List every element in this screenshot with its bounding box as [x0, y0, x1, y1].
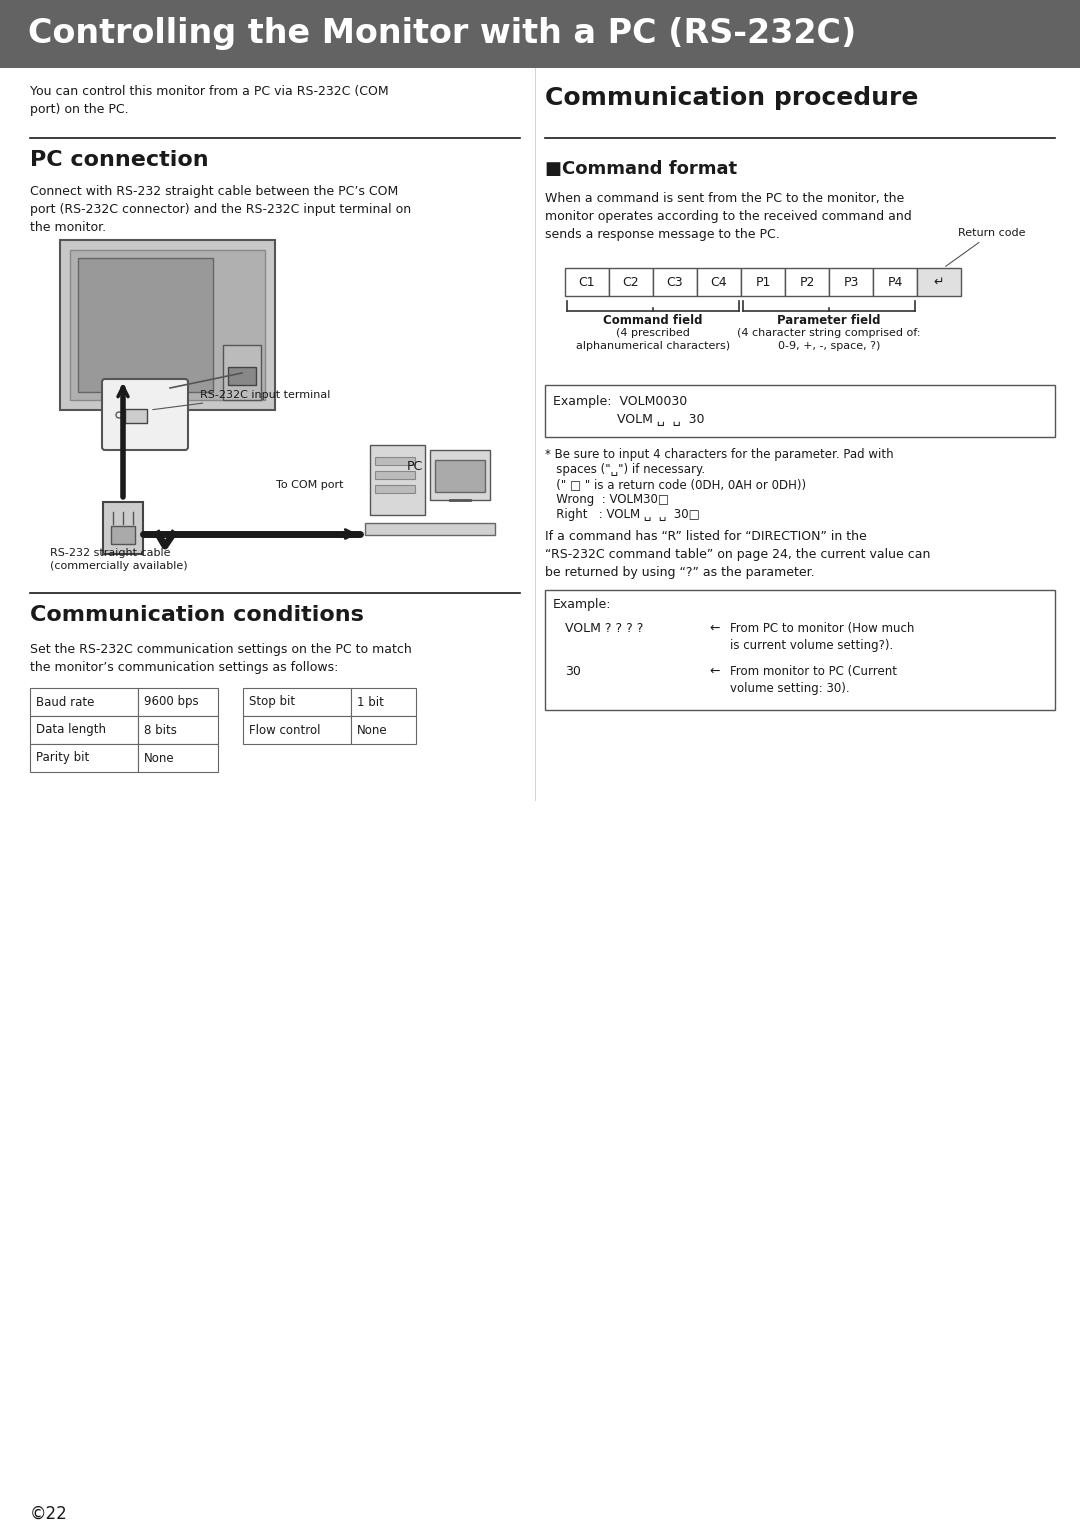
FancyBboxPatch shape [375, 486, 415, 493]
Text: C3: C3 [666, 275, 684, 289]
Text: P2: P2 [799, 275, 814, 289]
FancyBboxPatch shape [30, 716, 138, 744]
FancyBboxPatch shape [78, 258, 213, 392]
Text: Command field: Command field [604, 315, 703, 327]
Text: Return code: Return code [946, 228, 1026, 266]
FancyBboxPatch shape [697, 269, 741, 296]
Text: Connect with RS-232 straight cable between the PC’s COM
port (RS-232C connector): Connect with RS-232 straight cable betwe… [30, 185, 411, 234]
Text: PC: PC [407, 460, 423, 473]
FancyBboxPatch shape [243, 716, 351, 744]
Text: None: None [144, 751, 175, 765]
Text: When a command is sent from the PC to the monitor, the
monitor operates accordin: When a command is sent from the PC to th… [545, 192, 912, 241]
Text: From PC to monitor (How much
is current volume setting?).: From PC to monitor (How much is current … [730, 621, 915, 652]
FancyBboxPatch shape [609, 269, 653, 296]
FancyBboxPatch shape [785, 269, 829, 296]
Text: None: None [357, 724, 388, 736]
FancyBboxPatch shape [365, 524, 495, 534]
Text: (" □ " is a return code (0DH, 0AH or 0DH)): (" □ " is a return code (0DH, 0AH or 0DH… [545, 478, 806, 492]
Text: Wrong  : VOLM30□: Wrong : VOLM30□ [545, 493, 669, 505]
Text: P1: P1 [755, 275, 771, 289]
FancyBboxPatch shape [156, 411, 179, 420]
Text: C4: C4 [711, 275, 727, 289]
Text: ←: ← [710, 664, 720, 678]
Text: 8 bits: 8 bits [144, 724, 177, 736]
FancyBboxPatch shape [375, 457, 415, 466]
Text: ©22: ©22 [30, 1506, 68, 1522]
FancyBboxPatch shape [30, 689, 138, 716]
Text: Flow control: Flow control [249, 724, 321, 736]
Text: ←: ← [710, 621, 720, 635]
FancyBboxPatch shape [653, 269, 697, 296]
FancyBboxPatch shape [370, 444, 426, 515]
FancyBboxPatch shape [103, 502, 143, 554]
FancyBboxPatch shape [829, 269, 873, 296]
FancyBboxPatch shape [545, 589, 1055, 710]
FancyBboxPatch shape [228, 366, 256, 385]
FancyBboxPatch shape [138, 689, 218, 716]
FancyBboxPatch shape [435, 460, 485, 492]
FancyBboxPatch shape [917, 269, 961, 296]
FancyBboxPatch shape [375, 470, 415, 479]
Text: (4 character string comprised of:
0-9, +, -, space, ?): (4 character string comprised of: 0-9, +… [738, 328, 921, 351]
FancyBboxPatch shape [565, 269, 609, 296]
Text: To COM port: To COM port [276, 479, 343, 490]
Text: If a command has “R” listed for “DIRECTION” in the
“RS-232C command table” on pa: If a command has “R” listed for “DIRECTI… [545, 530, 930, 579]
Text: PC connection: PC connection [30, 150, 208, 169]
Text: RS-232C input terminal: RS-232C input terminal [152, 389, 330, 409]
Text: Communication procedure: Communication procedure [545, 86, 918, 110]
Text: RS-232 straight cable
(commercially available): RS-232 straight cable (commercially avai… [50, 548, 188, 571]
FancyBboxPatch shape [351, 716, 416, 744]
FancyBboxPatch shape [222, 345, 261, 400]
Text: Example:: Example: [553, 599, 611, 611]
FancyBboxPatch shape [102, 379, 188, 450]
FancyBboxPatch shape [545, 385, 1055, 437]
Text: * Be sure to input 4 characters for the parameter. Pad with: * Be sure to input 4 characters for the … [545, 447, 893, 461]
Text: Right   : VOLM ␣  ␣  30□: Right : VOLM ␣ ␣ 30□ [545, 508, 700, 521]
FancyBboxPatch shape [60, 240, 275, 411]
Text: 9600 bps: 9600 bps [144, 695, 199, 709]
Text: Stop bit: Stop bit [249, 695, 295, 709]
Text: VOLM ␣  ␣  30: VOLM ␣ ␣ 30 [553, 412, 704, 426]
Text: From monitor to PC (Current
volume setting: 30).: From monitor to PC (Current volume setti… [730, 664, 897, 695]
FancyBboxPatch shape [741, 269, 785, 296]
Text: Parameter field: Parameter field [778, 315, 881, 327]
Text: Data length: Data length [36, 724, 106, 736]
Text: ■Command format: ■Command format [545, 160, 738, 179]
Text: Set the RS-232C communication settings on the PC to match
the monitor’s communic: Set the RS-232C communication settings o… [30, 643, 411, 673]
FancyBboxPatch shape [70, 250, 265, 400]
Text: 1 bit: 1 bit [357, 695, 383, 709]
FancyBboxPatch shape [430, 450, 490, 499]
Text: Baud rate: Baud rate [36, 695, 94, 709]
Text: C1: C1 [579, 275, 595, 289]
FancyBboxPatch shape [351, 689, 416, 716]
FancyBboxPatch shape [138, 716, 218, 744]
Text: spaces ("␣") if necessary.: spaces ("␣") if necessary. [545, 463, 705, 476]
Text: Controlling the Monitor with a PC (RS-232C): Controlling the Monitor with a PC (RS-23… [28, 17, 856, 50]
Text: (4 prescribed
alphanumerical characters): (4 prescribed alphanumerical characters) [576, 328, 730, 351]
Text: 30: 30 [565, 664, 581, 678]
Text: VOLM ? ? ? ?: VOLM ? ? ? ? [565, 621, 644, 635]
Text: C2: C2 [623, 275, 639, 289]
FancyBboxPatch shape [873, 269, 917, 296]
Text: Communication conditions: Communication conditions [30, 605, 364, 625]
FancyBboxPatch shape [243, 689, 351, 716]
Text: P3: P3 [843, 275, 859, 289]
FancyBboxPatch shape [111, 525, 135, 544]
FancyBboxPatch shape [138, 744, 218, 773]
Text: P4: P4 [888, 275, 903, 289]
Text: Parity bit: Parity bit [36, 751, 90, 765]
Text: You can control this monitor from a PC via RS-232C (COM
port) on the PC.: You can control this monitor from a PC v… [30, 86, 389, 116]
FancyBboxPatch shape [125, 409, 147, 423]
Text: ↵: ↵ [934, 275, 944, 289]
Text: Example:  VOLM0030: Example: VOLM0030 [553, 395, 687, 408]
FancyBboxPatch shape [0, 0, 1080, 69]
FancyBboxPatch shape [30, 744, 138, 773]
